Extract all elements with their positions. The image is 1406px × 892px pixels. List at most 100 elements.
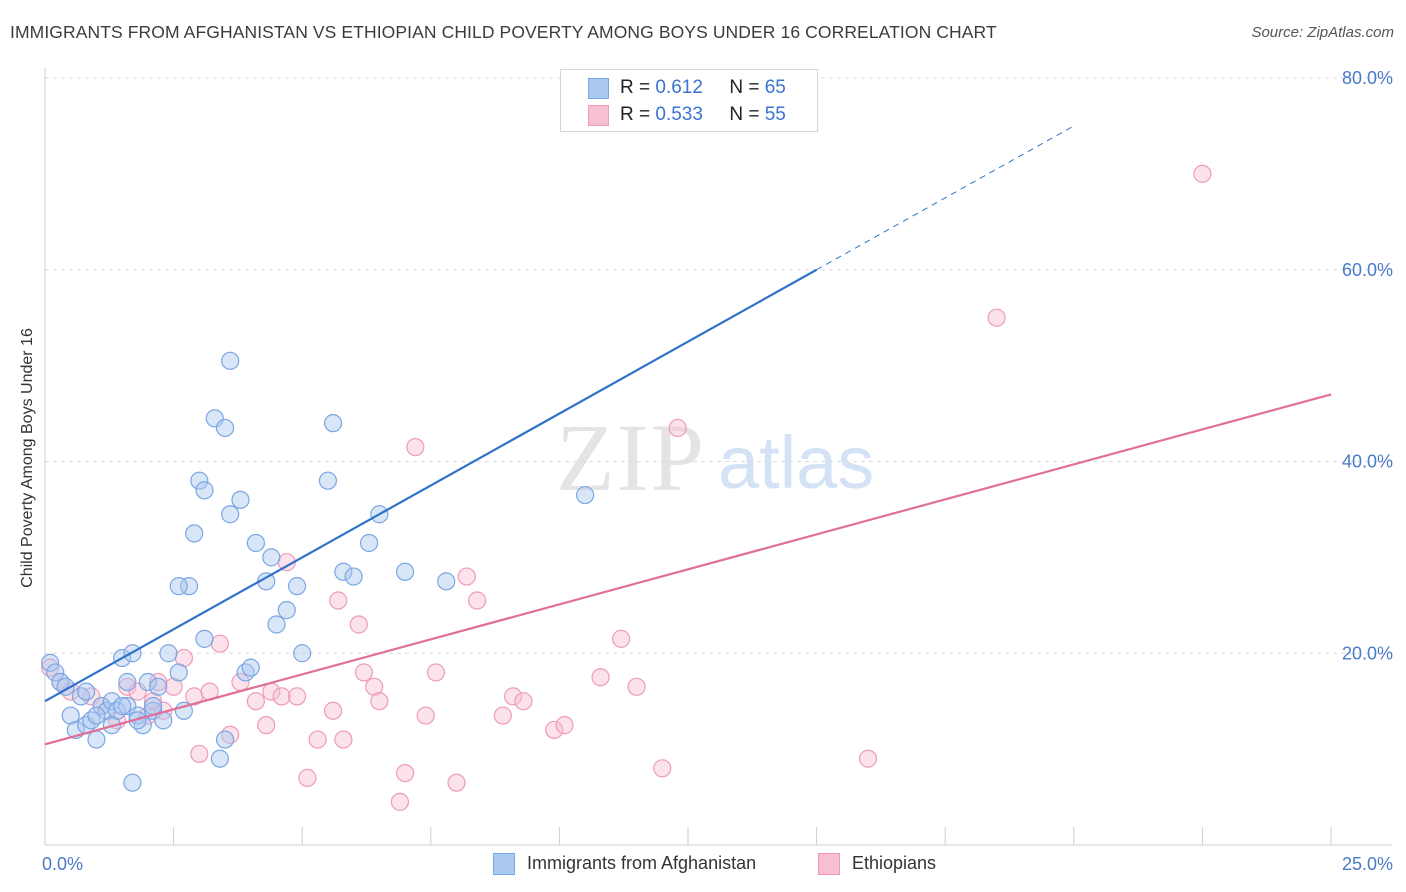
afghanistan-point [576,485,595,505]
ethiopians-point [555,716,574,735]
ethiopians-point [329,591,348,610]
afghanistan-point [143,696,163,716]
afghanistan-point [169,663,188,682]
legend-n-value-afghanistan: 65 [764,77,786,98]
x-tick-label-min: 0.0% [42,854,83,874]
afghanistan-point [221,351,240,370]
legend-r-label: R = [620,77,651,98]
ethiopians-point [370,692,389,711]
afghanistan-point [293,644,312,663]
bottom-legend-label-ethiopians: Ethiopians [852,853,937,873]
y-tick-label: 40.0% [1342,452,1393,472]
afghanistan-point [262,548,281,567]
ethiopians-point [457,567,476,586]
afghanistan-point [215,730,235,749]
ethiopians-point [257,716,276,735]
afghanistan-trend-line [44,268,818,703]
legend-r-value-ethiopians: 0.533 [655,104,703,125]
afghanistan-point [118,672,137,692]
legend-n-label: N = [729,104,760,125]
afghanistan-point [87,706,106,725]
ethiopians-point [298,768,317,787]
afghanistan-point [210,749,229,768]
afghanistan-point [195,481,214,500]
y-tick-label: 20.0% [1342,643,1393,663]
series-ethiopians-points [41,164,1212,811]
ethiopians-point [210,634,229,653]
afghanistan-point [87,730,106,749]
afghanistan-point [437,572,456,591]
grid-lines [45,77,1392,654]
bottom-legend-swatch-afghanistan [493,853,515,875]
afghanistan-point [215,418,235,438]
legend-n-label: N = [729,77,760,98]
afghanistan-point [174,701,193,720]
afghanistan-point [123,773,142,792]
ethiopians-point [493,706,512,725]
afghanistan-point [138,672,157,692]
afghanistan-point [287,577,307,596]
legend-swatch-ethiopians [588,105,609,126]
ethiopians-point [246,692,266,711]
afghanistan-point [395,562,415,581]
afghanistan-trend-extension [816,125,1075,271]
bottom-legend-swatch-ethiopians [818,853,840,875]
watermark: ZIP atlas [556,404,874,511]
ethiopians-point [591,668,610,687]
afghanistan-point [61,706,80,725]
afghanistan-point [159,644,178,663]
series-afghanistan-points [41,351,595,792]
ethiopians-point [627,677,646,696]
ethiopians-point [365,677,384,696]
bottom-legend-label-afghanistan: Immigrants from Afghanistan [527,853,757,873]
afghanistan-point [113,696,132,716]
legend-n-value-ethiopians: 55 [764,104,786,125]
source-label: Source: ZipAtlas.com [1251,24,1394,41]
ethiopians-point [858,749,878,768]
ethiopians-point [1193,164,1212,183]
afghanistan-point [277,601,296,620]
afghanistan-point [179,577,199,596]
ethiopians-point [164,677,183,696]
ethiopians-point [668,418,687,438]
ethiopians-point [653,759,672,778]
x-tick-label-max: 25.0% [1342,854,1393,874]
afghanistan-point [149,677,168,696]
y-tick-label: 80.0% [1342,68,1393,88]
ethiopians-point [334,730,353,749]
ethiopians-point [349,615,368,634]
ethiopians-point [987,308,1006,327]
ethiopians-point [612,629,631,648]
afghanistan-point [323,414,343,433]
afghanistan-point [195,629,214,648]
afghanistan-point [190,471,209,490]
legend-swatch-afghanistan [588,78,609,99]
afghanistan-point [359,533,379,553]
ethiopians-point [514,692,533,711]
afghanistan-point [246,533,266,553]
afghanistan-point [267,615,286,634]
ethiopians-point [447,773,466,792]
afghanistan-point [231,490,250,509]
afghanistan-point [185,524,204,543]
ethiopians-point [416,706,435,725]
afghanistan-point [241,658,260,677]
ethiopians-point [390,792,410,811]
afghanistan-point [318,471,338,490]
ethiopians-point [118,677,137,696]
ethiopians-point [545,720,564,740]
ethiopians-point [504,687,523,706]
ethiopians-trend-line [44,393,1332,746]
ethiopians-point [467,591,487,610]
legend-r-value-afghanistan: 0.612 [655,77,703,98]
tick-labels: 20.0% 40.0% 60.0% 80.0% 0.0% 25.0% [42,68,1393,874]
y-tick-label: 60.0% [1342,260,1393,280]
afghanistan-point [77,682,96,701]
ethiopians-point [406,438,425,457]
ethiopians-point [395,763,415,783]
afghanistan-point [334,562,353,581]
watermark-atlas: atlas [718,421,874,504]
axes [44,68,1392,846]
afghanistan-point [344,567,363,586]
